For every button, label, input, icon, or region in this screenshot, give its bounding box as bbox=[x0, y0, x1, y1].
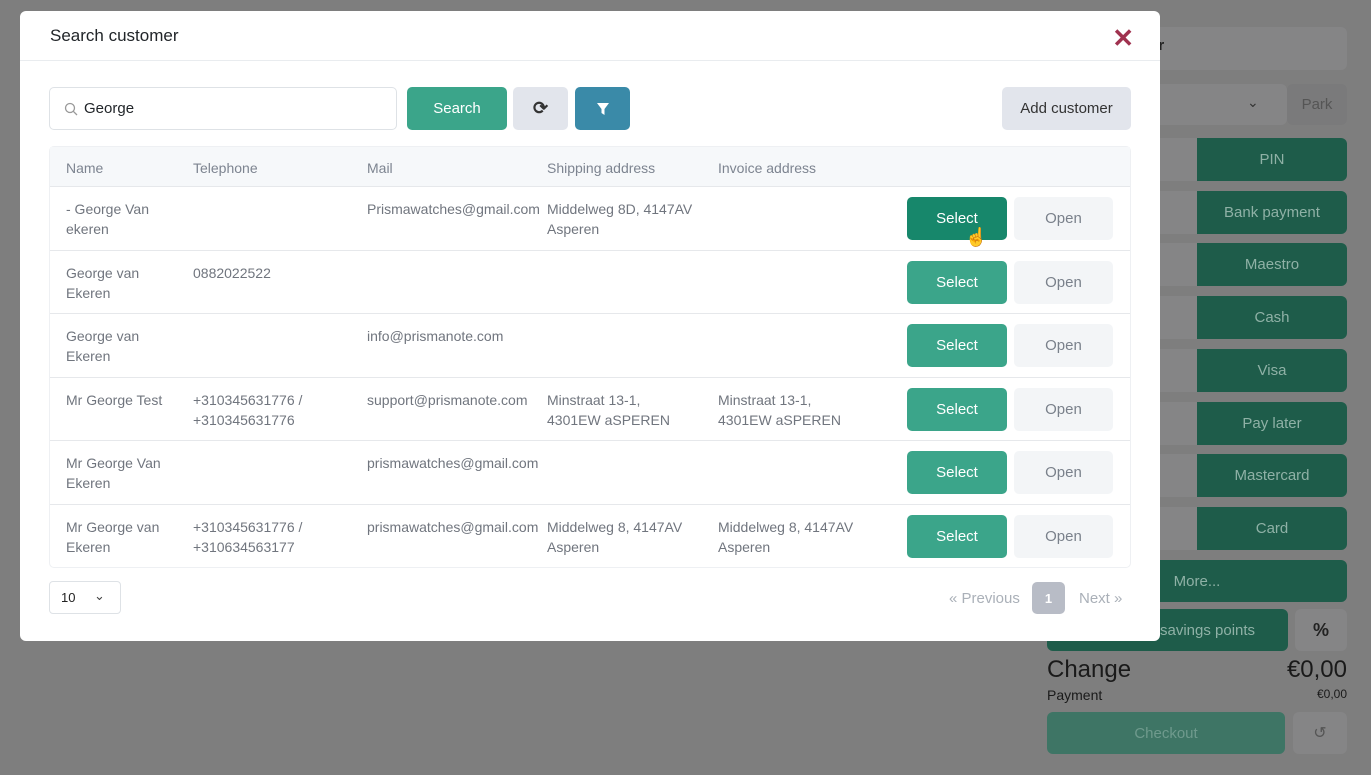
payment-method-button[interactable]: Bank payment bbox=[1197, 190, 1347, 234]
open-button[interactable]: Open bbox=[1014, 260, 1113, 304]
payment-value: €0,00 bbox=[1316, 687, 1347, 701]
table-row: Mr George van Ekeren +310345631776 / +310… bbox=[50, 505, 1130, 569]
park-button[interactable]: Park bbox=[1287, 84, 1347, 125]
change-value: €0,00 bbox=[1286, 656, 1347, 683]
savings-label: savings points bbox=[1160, 621, 1256, 639]
add-customer-button[interactable]: Add customer bbox=[1002, 87, 1131, 130]
undo-icon[interactable]: ↺ bbox=[1293, 712, 1347, 754]
payment-method-button[interactable]: Maestro bbox=[1197, 243, 1347, 287]
cell-telephone: 0882022522 bbox=[193, 264, 271, 281]
table-header: Name Telephone Mail Shipping address Inv… bbox=[50, 147, 1130, 187]
previous-page-link[interactable]: « Previous bbox=[949, 590, 1020, 607]
page-1-button[interactable]: 1 bbox=[1032, 582, 1065, 614]
column-mail: Mail bbox=[367, 160, 393, 176]
table-row: George van Ekeren 0882022522 Select Open bbox=[50, 251, 1130, 314]
select-button[interactable]: Select bbox=[907, 514, 1007, 558]
table-row: Mr George Test +310345631776 / +310345631… bbox=[50, 378, 1130, 441]
checkout-button[interactable]: Checkout bbox=[1047, 712, 1285, 754]
payment-method-button[interactable]: Visa bbox=[1197, 348, 1347, 392]
filter-icon bbox=[596, 102, 609, 115]
open-button[interactable]: Open bbox=[1014, 451, 1113, 494]
chevron-down-icon: ⌄ bbox=[94, 588, 105, 603]
table-row: - George Van ekeren Prismawatches@gmail.c… bbox=[50, 187, 1130, 251]
table-row: Mr George Van Ekeren prismawatches@gmail.… bbox=[50, 441, 1130, 505]
select-button[interactable]: Select bbox=[907, 387, 1007, 431]
payment-method-button[interactable]: PIN bbox=[1197, 138, 1347, 181]
close-icon[interactable]: ✕ bbox=[1112, 23, 1134, 53]
customer-table: Name Telephone Mail Shipping address Inv… bbox=[49, 146, 1131, 568]
cell-invoice: Minstraat 13-1, 4301EW aSPEREN bbox=[718, 391, 841, 428]
column-invoice: Invoice address bbox=[718, 160, 817, 176]
search-customer-modal: Search customer ✕ George Search ⟳ Add cu… bbox=[20, 11, 1160, 641]
cell-telephone: +310345631776 / +310345631776 bbox=[193, 391, 303, 428]
cell-mail: Prismawatches@gmail.com bbox=[367, 201, 540, 217]
discount-button[interactable]: % bbox=[1295, 609, 1347, 651]
payment-method-button[interactable]: Pay later bbox=[1197, 401, 1347, 445]
open-button[interactable]: Open bbox=[1014, 324, 1113, 367]
search-input[interactable]: George bbox=[49, 87, 397, 130]
cell-mail: info@prismanote.com bbox=[367, 328, 504, 344]
next-page-link[interactable]: Next » bbox=[1079, 590, 1123, 607]
filter-button[interactable] bbox=[575, 87, 630, 130]
cell-telephone: +310345631776 / +310634563177 bbox=[193, 518, 303, 555]
cell-mail: support@prismanote.com bbox=[367, 391, 528, 408]
cell-invoice: Middelweg 8, 4147AV Asperen bbox=[718, 518, 854, 555]
open-button[interactable]: Open bbox=[1014, 387, 1113, 431]
search-button[interactable]: Search bbox=[407, 87, 507, 130]
cell-name: George van Ekeren bbox=[66, 328, 140, 364]
search-icon bbox=[64, 102, 78, 115]
select-button[interactable]: Select bbox=[907, 260, 1007, 304]
search-value: George bbox=[84, 100, 135, 117]
payment-method-button[interactable]: Cash bbox=[1197, 296, 1347, 340]
modal-title: Search customer bbox=[50, 25, 179, 45]
table-row: George van Ekeren info@prismanote.com Sele… bbox=[50, 314, 1130, 378]
open-button[interactable]: Open bbox=[1014, 197, 1113, 240]
cell-mail: prismawatches@gmail.com bbox=[367, 455, 539, 471]
cell-name: - George Van ekeren bbox=[66, 201, 150, 237]
page-size-select[interactable]: 10 ⌄ bbox=[49, 581, 121, 614]
chevron-down-icon: ⌄ bbox=[1247, 94, 1259, 110]
cell-shipping: Middelweg 8D, 4147AV Asperen bbox=[547, 201, 693, 237]
select-button[interactable]: Select bbox=[907, 451, 1007, 494]
cell-name: George van Ekeren bbox=[66, 264, 140, 301]
payment-method-button[interactable]: Mastercard bbox=[1197, 454, 1347, 498]
cell-shipping: Minstraat 13-1, 4301EW aSPEREN bbox=[547, 391, 670, 428]
hand-cursor-icon: ☝ bbox=[965, 227, 988, 247]
column-shipping: Shipping address bbox=[547, 160, 656, 176]
cell-name: Mr George Van Ekeren bbox=[66, 455, 161, 491]
cell-shipping: Middelweg 8, 4147AV Asperen bbox=[547, 518, 683, 555]
cell-name: Mr George Test bbox=[66, 391, 163, 408]
payment-method-button[interactable]: Card bbox=[1197, 506, 1347, 550]
select-button[interactable]: Select bbox=[907, 324, 1007, 367]
payment-label: Payment bbox=[1047, 687, 1103, 703]
column-telephone: Telephone bbox=[193, 160, 258, 176]
cell-name: Mr George van Ekeren bbox=[66, 518, 160, 555]
open-button[interactable]: Open bbox=[1014, 514, 1113, 558]
column-name: Name bbox=[66, 160, 104, 176]
cell-mail: prismawatches@gmail.com bbox=[367, 518, 539, 535]
page-size-value: 10 bbox=[61, 590, 76, 605]
change-label: Change bbox=[1047, 656, 1132, 683]
select-button[interactable]: Select bbox=[907, 197, 1007, 240]
refresh-icon[interactable]: ⟳ bbox=[513, 87, 568, 130]
